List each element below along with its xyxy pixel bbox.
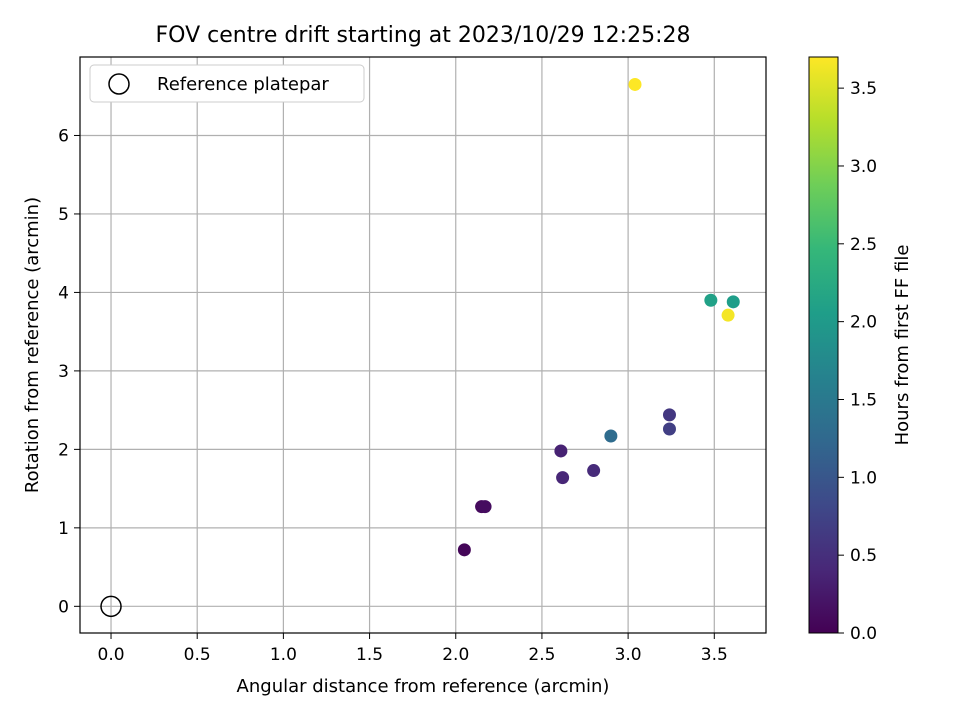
y-tick-label: 2 [58, 440, 69, 460]
colorbar-ticks: 0.0 0.5 1.0 1.5 2.0 2.5 3.0 3.5 [838, 79, 877, 644]
data-point [721, 308, 735, 322]
colorbar-tick-label: 2.5 [850, 235, 877, 255]
x-tick-label: 2.0 [442, 645, 469, 665]
data-point [628, 77, 642, 91]
x-tick-label: 1.5 [356, 645, 383, 665]
x-tick-label: 0.5 [184, 645, 211, 665]
colorbar-tick-label: 0.5 [850, 546, 877, 566]
x-axis-ticks: 0.0 0.5 1.0 1.5 2.0 2.5 3.0 3.5 [98, 633, 728, 665]
x-tick-label: 3.0 [615, 645, 642, 665]
data-point [554, 444, 568, 458]
x-tick-label: 0.0 [98, 645, 125, 665]
data-point [556, 471, 570, 485]
x-tick-label: 3.5 [701, 645, 728, 665]
legend: Reference platepar [89, 64, 365, 103]
data-point [457, 543, 471, 557]
colorbar-tick-label: 0.0 [850, 624, 877, 644]
y-axis-label: Rotation from reference (arcmin) [22, 197, 43, 493]
colorbar-tick-label: 3.5 [850, 79, 877, 99]
y-tick-label: 5 [58, 205, 69, 225]
colorbar-gradient [808, 56, 839, 634]
data-point [587, 464, 601, 478]
data-point [726, 295, 740, 309]
colorbar-label: Hours from first FF file [892, 245, 913, 446]
legend-box [89, 64, 365, 103]
colorbar-tick-label: 1.5 [850, 390, 877, 410]
data-points [100, 77, 740, 618]
legend-label-reference: Reference platepar [157, 74, 329, 95]
colorbar: 0.0 0.5 1.0 1.5 2.0 2.5 3.0 3.5 Hours from firs… [808, 56, 913, 644]
legend-marker-open-circle [108, 73, 130, 95]
grid-lines [80, 57, 766, 633]
colorbar-tick-label: 3.0 [850, 157, 877, 177]
y-tick-label: 0 [58, 597, 69, 617]
y-tick-label: 3 [58, 362, 69, 382]
y-tick-label: 4 [58, 283, 69, 303]
data-point [662, 408, 676, 422]
x-axis-label: Angular distance from reference (arcmin) [237, 676, 610, 697]
y-tick-label: 1 [58, 519, 69, 539]
data-point [704, 293, 718, 307]
data-point [662, 422, 676, 436]
reference-point [100, 595, 122, 618]
data-point [604, 429, 618, 443]
y-axis-ticks: 0 1 2 3 4 5 6 [58, 126, 80, 617]
x-tick-label: 1.0 [270, 645, 297, 665]
x-tick-label: 2.5 [528, 645, 555, 665]
colorbar-tick-label: 2.0 [850, 313, 877, 333]
chart-title: FOV centre drift starting at 2023/10/29 … [156, 23, 691, 48]
y-tick-label: 6 [58, 126, 69, 146]
data-point [478, 500, 492, 514]
plot-frame [79, 56, 767, 634]
colorbar-tick-label: 1.0 [850, 468, 877, 488]
